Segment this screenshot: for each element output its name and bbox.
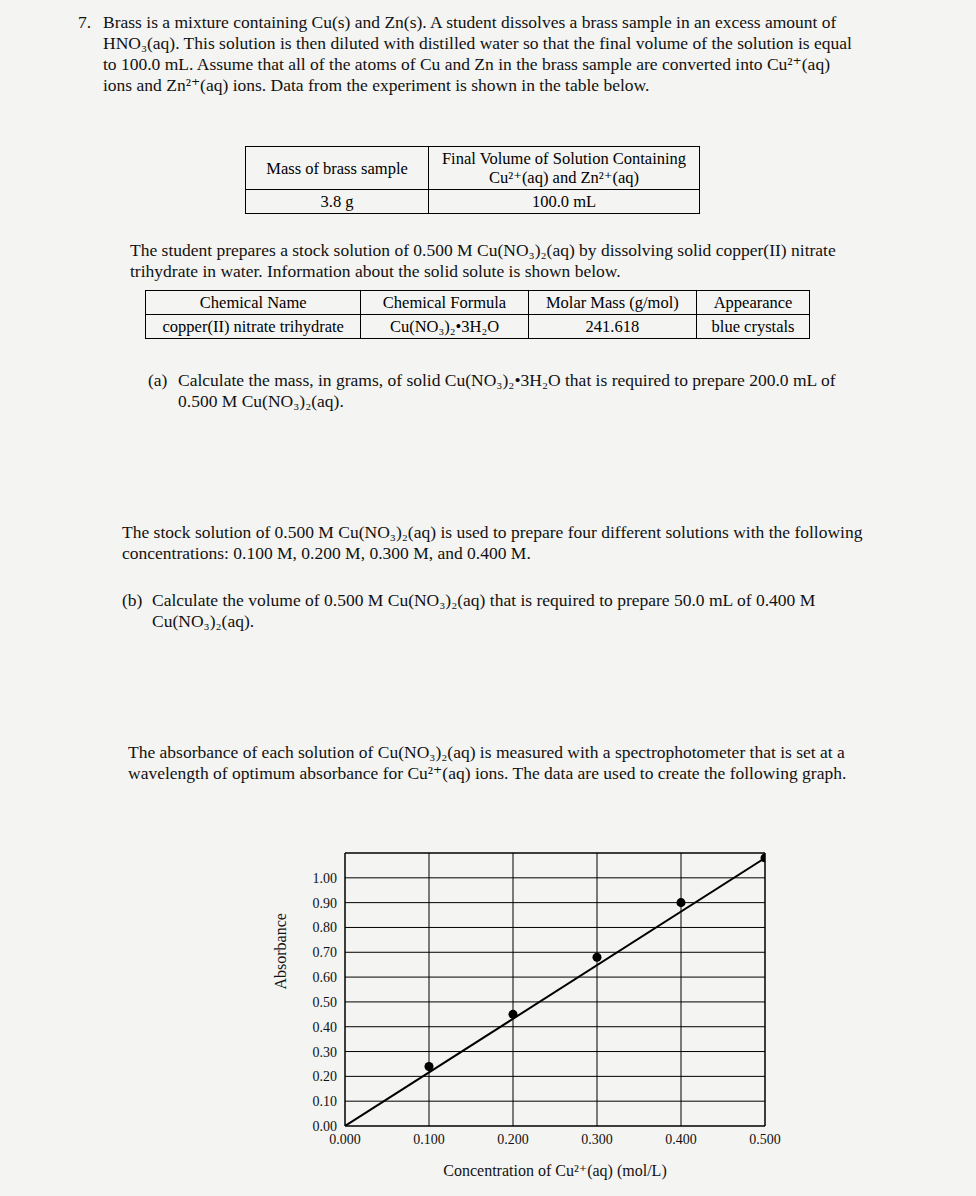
svg-text:0.50: 0.50 xyxy=(313,995,338,1010)
svg-text:0.80: 0.80 xyxy=(313,920,338,935)
svg-text:Concentration of Cu²⁺(aq) (mol: Concentration of Cu²⁺(aq) (mol/L) xyxy=(443,1162,666,1180)
svg-text:0.100: 0.100 xyxy=(413,1132,445,1147)
svg-text:0.30: 0.30 xyxy=(313,1045,338,1060)
html-text:The stock solution of 0.500 M: The stock solution of 0.500 M Cu(NO₃)₂(a… xyxy=(122,522,863,563)
svg-text:0.500: 0.500 xyxy=(749,1132,781,1147)
html-text:Molar Mass (g/mol): Molar Mass (g/mol) xyxy=(545,293,679,312)
html-text:Calculate the mass, in grams,: Calculate the mass, in grams, of solid C… xyxy=(178,370,836,411)
svg-text:0.000: 0.000 xyxy=(329,1132,361,1147)
html-text:Chemical Name: Chemical Name xyxy=(199,293,307,312)
html-text:(a): (a) xyxy=(148,370,168,390)
svg-text:0.60: 0.60 xyxy=(313,970,338,985)
svg-text:Absorbance: Absorbance xyxy=(272,913,289,989)
html-text:Cu(NO₃)₂•3H₂O: Cu(NO₃)₂•3H₂O xyxy=(389,317,500,336)
html-text:blue crystals: blue crystals xyxy=(711,317,795,336)
html-text:100.0 mL: 100.0 mL xyxy=(531,192,597,211)
html-text:The absorbance of each solutio: The absorbance of each solution of Cu(NO… xyxy=(128,742,847,783)
svg-text:0.00: 0.00 xyxy=(313,1119,338,1134)
html-text:Brass is a mixture containing: Brass is a mixture containing Cu(s) and … xyxy=(103,12,852,95)
html-text:The student prepares a stock s: The student prepares a stock solution of… xyxy=(130,240,836,281)
html-text:copper(II) nitrate trihydrate: copper(II) nitrate trihydrate xyxy=(162,317,344,336)
html-text:241.618: 241.618 xyxy=(585,317,640,336)
svg-text:0.20: 0.20 xyxy=(313,1069,338,1084)
svg-text:1.00: 1.00 xyxy=(313,871,338,886)
svg-text:0.10: 0.10 xyxy=(313,1094,338,1109)
svg-text:0.70: 0.70 xyxy=(313,945,338,960)
svg-text:0.90: 0.90 xyxy=(313,896,338,911)
html-text:Final Volume of Solution Conta: Final Volume of Solution Containing Cu²⁺… xyxy=(441,149,687,187)
html-text:Chemical Formula: Chemical Formula xyxy=(382,293,507,312)
svg-text:0.40: 0.40 xyxy=(313,1020,338,1035)
svg-text:0.200: 0.200 xyxy=(497,1132,529,1147)
html-text:Mass of brass sample: Mass of brass sample xyxy=(266,158,408,178)
html-text:7.: 7. xyxy=(78,12,92,32)
html-text:Appearance: Appearance xyxy=(713,293,793,312)
svg-text:0.300: 0.300 xyxy=(581,1132,613,1147)
html-text:Calculate the volume of 0.500: Calculate the volume of 0.500 M Cu(NO₃)₂… xyxy=(152,590,816,631)
html-text:(b): (b) xyxy=(122,590,143,610)
svg-text:0.400: 0.400 xyxy=(665,1132,697,1147)
html-text:3.8 g: 3.8 g xyxy=(320,192,354,211)
